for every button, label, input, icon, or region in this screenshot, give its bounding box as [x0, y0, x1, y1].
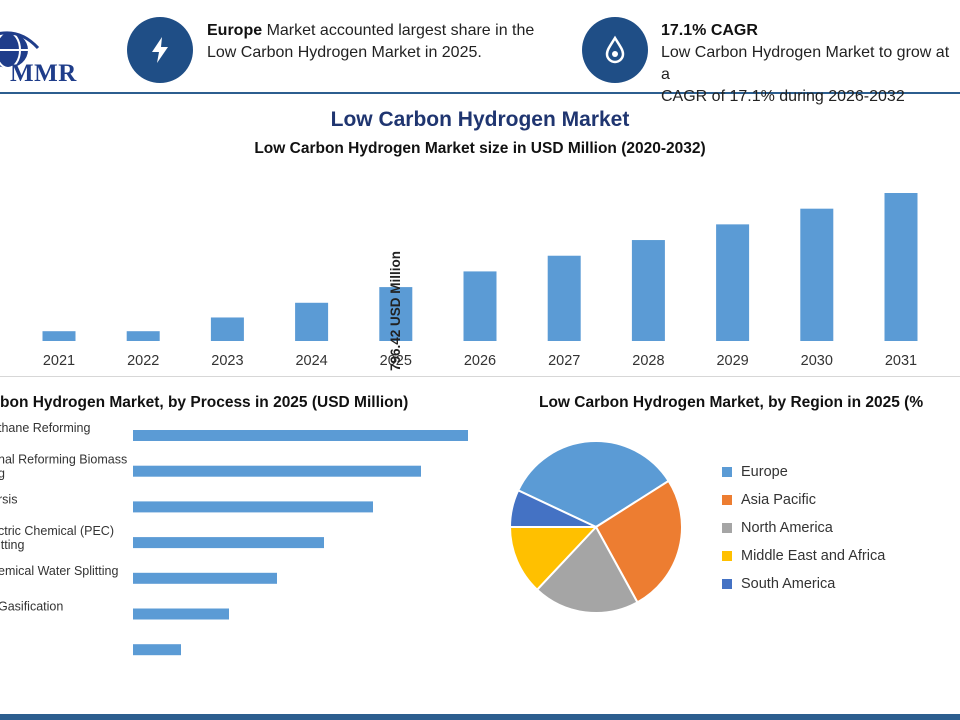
process-label-4: ctric Chemical (PEC): [0, 524, 114, 538]
main-title: Low Carbon Hydrogen Market: [330, 108, 630, 131]
x-tick-2021: 2021: [43, 353, 75, 369]
europe-bold: Europe: [207, 22, 263, 39]
cagr-bold: 17.1% CAGR: [661, 22, 758, 39]
legend-label: North America: [741, 520, 833, 536]
header-band: MMR Europe Market accounted largest shar…: [0, 0, 960, 105]
legend-label: Europe: [741, 464, 788, 480]
process-label-4: itting: [0, 538, 24, 552]
bar-2026: [463, 271, 497, 341]
pie-slice-north-america: [535, 525, 639, 614]
legend-label: Asia Pacific: [741, 492, 816, 508]
process-label-6: Gasification: [0, 600, 63, 614]
process-label-2: g: [0, 467, 5, 481]
legend-swatch: [722, 523, 732, 533]
europe-text-line2: Low Carbon Hydrogen Market in 2025.: [207, 44, 482, 61]
legend-item-south-america: South America: [722, 570, 885, 598]
legend-swatch: [722, 467, 732, 477]
x-tick-2031: 2031: [885, 353, 917, 369]
x-tick-2028: 2028: [632, 353, 664, 369]
chart-subtitle: Low Carbon Hydrogen Market size in USD M…: [254, 140, 706, 157]
process-bar-4: [133, 537, 324, 549]
process-bar-6: [133, 608, 229, 620]
bar-2023: [210, 317, 244, 341]
process-label-5: emical Water Splitting: [0, 564, 118, 578]
legend-item-asia-pacific: Asia Pacific: [722, 486, 885, 514]
x-tick-2023: 2023: [211, 353, 243, 369]
region-legend: Europe Asia Pacific North America Middle Ea…: [722, 458, 885, 598]
process-label-1: thane Reforming: [0, 421, 90, 435]
bar-2025: [379, 287, 413, 341]
process-label-2: nal Reforming Biomass: [0, 453, 127, 467]
bar-2022: [126, 331, 160, 341]
hydrogen-drop-icon: [582, 17, 648, 83]
footer-band: [0, 714, 960, 720]
x-tick-2030: 2030: [801, 353, 833, 369]
section-divider: [0, 376, 960, 377]
process-chart-title: rbon Hydrogen Market, by Process in 2025…: [0, 394, 409, 411]
cagr-text: Low Carbon Hydrogen Market to grow at a: [661, 44, 950, 83]
bar-annotation-2025: 796.42 USD Million: [388, 251, 403, 371]
legend-item-middle-east-and-africa: Middle East and Africa: [722, 542, 885, 570]
bar-2028: [631, 240, 665, 341]
legend-label: South America: [741, 576, 836, 592]
legend-label: Middle East and Africa: [741, 548, 886, 564]
europe-share-note: Europe Market accounted largest share in…: [207, 20, 534, 64]
x-tick-2024: 2024: [295, 353, 327, 369]
process-bar-7: [133, 644, 181, 656]
bar-2027: [547, 255, 581, 341]
process-bar-3: [133, 501, 373, 513]
x-tick-2025: 2025: [380, 353, 412, 369]
x-tick-2026: 2026: [464, 353, 496, 369]
pie-slice-europe: [516, 440, 670, 529]
bar-2021: [42, 331, 76, 341]
region-pie-chart: [508, 440, 683, 614]
europe-text: Market accounted largest share in the: [262, 22, 535, 39]
process-bar-2: [133, 465, 421, 477]
process-bar-5: [133, 572, 277, 584]
pie-slice-south-america: [508, 489, 597, 528]
bar-2030: [800, 208, 834, 341]
lightning-bolt-icon: [127, 17, 193, 83]
bar-2029: [716, 224, 750, 341]
legend-item-europe: Europe: [722, 458, 885, 486]
legend-swatch: [722, 579, 732, 589]
process-bar-1: [133, 430, 468, 441]
x-tick-2027: 2027: [548, 353, 580, 369]
bar-2024: [295, 302, 329, 341]
x-tick-2029: 2029: [716, 353, 748, 369]
mmr-globe-logo-icon: [0, 31, 40, 69]
x-tick-2022: 2022: [127, 353, 159, 369]
cagr-text-line2: CAGR of 17.1% during 2026-2032: [661, 88, 905, 105]
logo-text: MMR: [10, 60, 77, 87]
process-label-3: rsis: [0, 492, 17, 506]
legend-swatch: [722, 551, 732, 561]
market-size-bar-chart: 2021 2022 2023 2024 2025 2026 2027 2028 2029 2030…: [0, 193, 960, 371]
bar-2031: [884, 193, 918, 341]
pie-slice-middle-east-and-africa: [508, 526, 599, 592]
legend-item-north-america: North America: [722, 514, 885, 542]
legend-swatch: [722, 495, 732, 505]
pie-slice-asia-pacific: [594, 479, 683, 604]
cagr-note: 17.1% CAGR Low Carbon Hydrogen Market to…: [661, 20, 960, 108]
region-chart-title: Low Carbon Hydrogen Market, by Region in…: [539, 394, 924, 411]
